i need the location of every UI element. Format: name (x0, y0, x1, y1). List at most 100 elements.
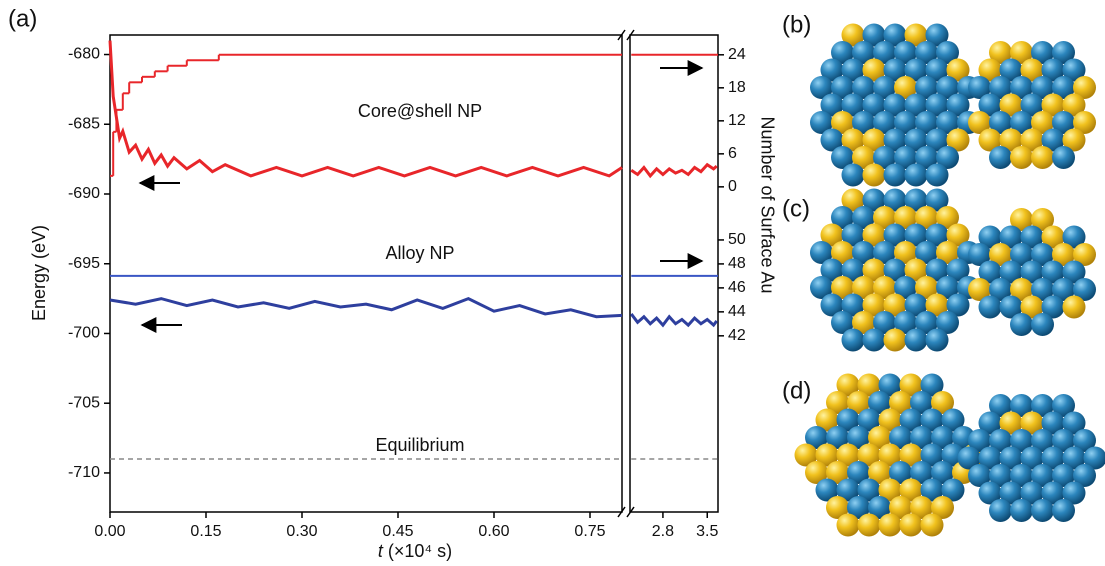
atom (989, 394, 1012, 417)
atom (878, 513, 902, 537)
atom (920, 443, 944, 467)
y2-tick-label: 0 (728, 178, 737, 195)
atom (815, 443, 839, 467)
y-tick-label: -680 (68, 46, 100, 63)
y-tick-label: -705 (68, 394, 100, 411)
atom (873, 76, 896, 99)
atom (862, 58, 886, 82)
atom (862, 128, 886, 152)
atom (915, 41, 938, 64)
atom (978, 481, 1002, 505)
atom (915, 111, 938, 134)
atom (968, 243, 991, 266)
y2-tick-label: 18 (728, 79, 746, 96)
atom (978, 295, 1002, 319)
atom (894, 146, 917, 169)
atom (931, 496, 954, 519)
atom (936, 146, 959, 169)
atom (904, 128, 928, 152)
atom (868, 461, 891, 484)
atom (831, 41, 854, 64)
y2-axis-label: Number of Surface Au (757, 116, 777, 293)
atom (862, 93, 886, 117)
atom (883, 293, 907, 317)
atom (852, 76, 875, 99)
atom (968, 464, 991, 487)
y2-tick-label: 12 (728, 112, 746, 129)
atom (904, 223, 928, 247)
atom (1041, 58, 1065, 82)
atom (1052, 394, 1075, 417)
annotation: Alloy NP (385, 243, 454, 263)
atom (936, 276, 959, 299)
atom (904, 93, 928, 117)
atom (831, 111, 854, 134)
atom (1073, 111, 1096, 134)
atom (810, 76, 833, 99)
atom (820, 293, 844, 317)
atom (989, 278, 1012, 301)
atom (862, 23, 886, 47)
atom (978, 260, 1002, 284)
atom (1083, 446, 1105, 470)
atom (936, 311, 959, 334)
x-tick-label: 2.8 (652, 523, 674, 540)
atom (925, 328, 949, 352)
atom (931, 391, 954, 414)
atom (878, 478, 902, 502)
atom (936, 41, 959, 64)
atom (936, 241, 959, 264)
atom (889, 426, 912, 449)
atom (925, 58, 949, 82)
nanoparticles (794, 23, 1105, 537)
atom (1031, 429, 1054, 452)
atom (836, 443, 860, 467)
atom (1020, 58, 1044, 82)
atom (910, 461, 933, 484)
atom (1010, 278, 1033, 301)
atom (878, 373, 902, 397)
atom (1020, 481, 1044, 505)
atom (815, 408, 839, 432)
atom (925, 93, 949, 117)
atom (805, 426, 828, 449)
atom (899, 408, 923, 432)
atom (894, 206, 917, 229)
atom (1052, 111, 1075, 134)
atom (1031, 146, 1054, 169)
x-tick-label: 0.00 (94, 523, 125, 540)
atom (852, 206, 875, 229)
atom (1020, 446, 1044, 470)
atom (915, 206, 938, 229)
atom (894, 41, 917, 64)
atom (1041, 411, 1065, 435)
axis-break (617, 506, 626, 518)
atom (1010, 146, 1033, 169)
atom (810, 276, 833, 299)
atom (878, 408, 902, 432)
atom (968, 429, 991, 452)
atom (1041, 93, 1065, 117)
atom (1073, 429, 1096, 452)
y2-tick-label: 24 (728, 46, 746, 63)
atom (1010, 208, 1033, 231)
atom (847, 461, 870, 484)
atom (852, 146, 875, 169)
atom (1041, 128, 1065, 152)
atom (999, 58, 1023, 82)
atom (836, 373, 860, 397)
atom (889, 461, 912, 484)
atom (904, 58, 928, 82)
atom (831, 241, 854, 264)
y2-tick-label: 46 (728, 279, 746, 296)
atom (978, 58, 1002, 82)
atom (910, 426, 933, 449)
y2-tick-label: 50 (728, 231, 746, 248)
atom (841, 93, 865, 117)
atom (841, 258, 865, 282)
atom (857, 443, 881, 467)
atom (978, 225, 1002, 249)
atom (999, 260, 1023, 284)
atom (820, 58, 844, 82)
annotation: Core@shell NP (358, 101, 482, 121)
